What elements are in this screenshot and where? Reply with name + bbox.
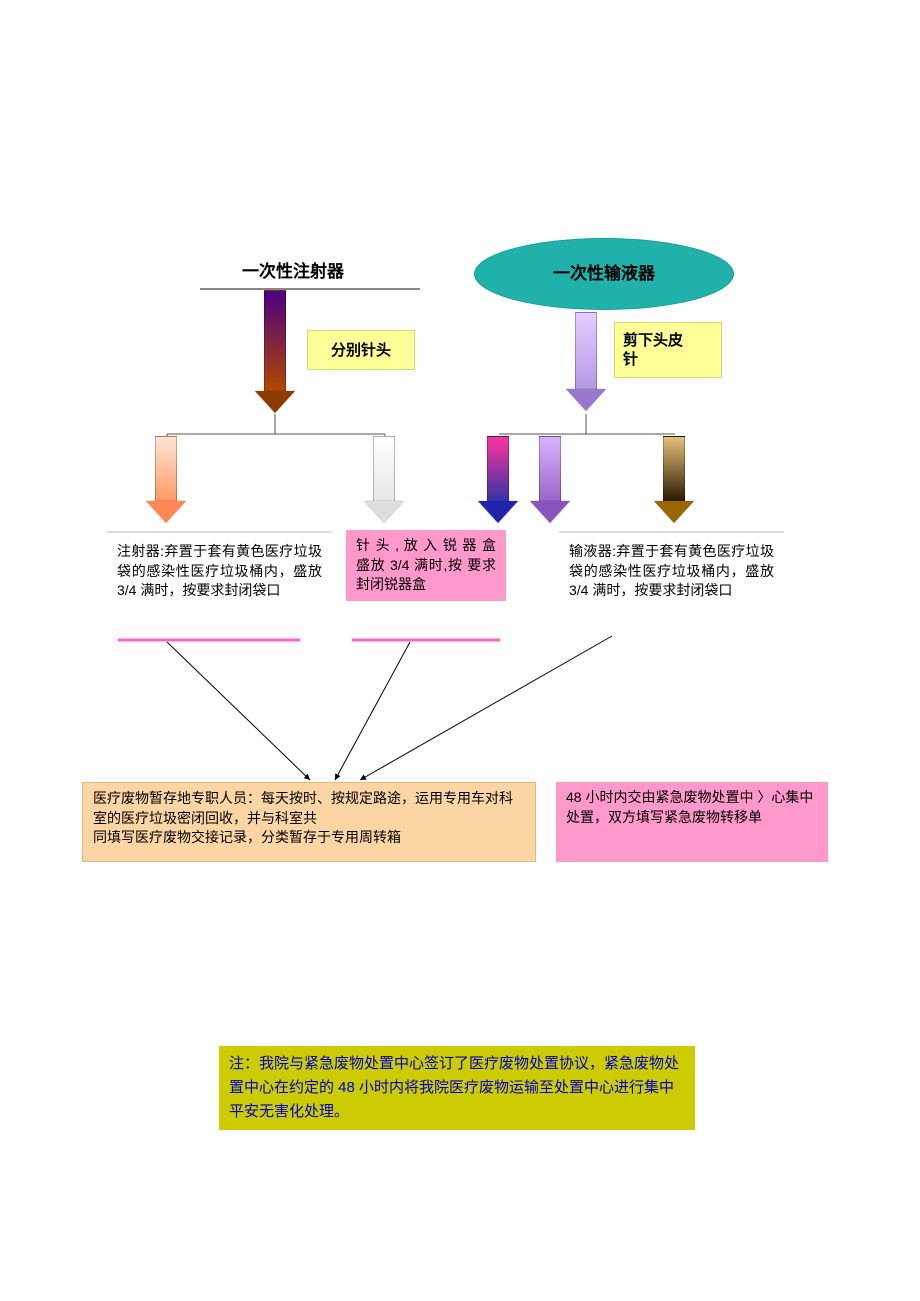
box-separate-needle: 分别针头 xyxy=(307,330,415,370)
box-cut-scalp-needle: 剪下头皮 针 xyxy=(614,322,722,378)
box-infusion-dispose: 输液器:弃置于套有黄色医疗垃圾袋的感染性医疗垃圾桶内，盛放 3/4 满时，按要求… xyxy=(559,536,784,607)
arrow-split-orange xyxy=(146,436,186,523)
note-box: 注：我院与紧急废物处置中心签订了医疗废物处置协议，紧急废物处置中心在约定的 48… xyxy=(219,1046,695,1130)
box-needle-sharps: 针 头 , 放 入 锐 器 盒 盛放 3/4 满时,按 要求封闭锐器盒 xyxy=(346,530,506,601)
arrow-split-white xyxy=(364,436,404,523)
cut-scalp-line1: 剪下头皮 xyxy=(623,331,713,351)
box-staff: 医疗废物暂存地专职人员：每天按时、按规定路途，运用专用车对科室的医疗垃圾密闭回收… xyxy=(82,782,536,862)
arrow-split-magenta xyxy=(478,436,518,523)
node-infusion-ellipse: 一次性输液器 xyxy=(474,238,734,310)
node-syringe-title: 一次性注射器 xyxy=(232,254,412,290)
syringe-underline xyxy=(200,288,420,290)
box-syringe-dispose: 注射器:弃置于套有黄色医疗垃圾袋的感染性医疗垃圾桶内，盛放 3/4 满时，按要求… xyxy=(107,536,332,607)
arrow-infusion-down xyxy=(566,312,606,411)
arrow-syringe-down xyxy=(255,290,295,413)
arrow-split-purple xyxy=(530,436,570,523)
cut-scalp-line2: 针 xyxy=(623,350,713,370)
box-transfer-48h: 48 小时内交由紧急废物处置中 〉心集中处置，双方填写紧急废物转移单 xyxy=(556,782,828,862)
arrow-split-brown xyxy=(654,436,694,523)
node-infusion-label: 一次性输液器 xyxy=(553,262,655,286)
